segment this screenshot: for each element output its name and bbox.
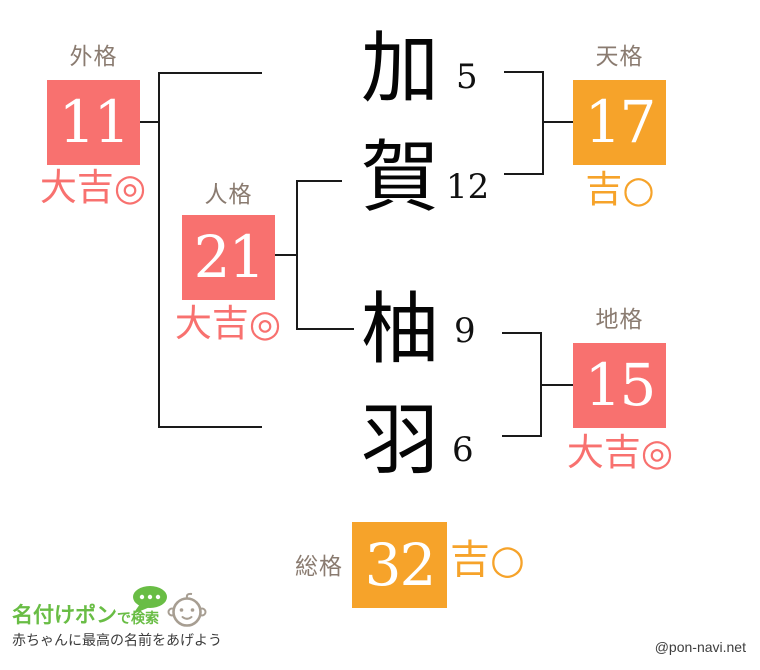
soukaku-label: 総格	[295, 553, 343, 579]
chikaku-label: 地格	[595, 306, 644, 332]
tenkaku-bracket-vertical	[542, 71, 544, 175]
stroke-count-2: 12	[446, 167, 490, 207]
name-char-3: 柚	[360, 285, 439, 375]
tenkaku-result: 吉○	[585, 168, 655, 211]
tenkaku-label: 天格	[595, 43, 644, 69]
chikaku-result: 大吉◎	[566, 431, 674, 474]
stroke-count-3: 9	[454, 311, 476, 351]
logo-suffix: で検索	[117, 610, 159, 626]
soukaku-value-box: 32	[352, 522, 447, 608]
name-char-1: 加	[360, 24, 439, 114]
logo-tagline: 赤ちゃんに最高の名前をあげよう	[12, 632, 222, 648]
stroke-count-1: 5	[456, 57, 478, 97]
name-char-4: 羽	[360, 396, 439, 486]
chikaku-bracket-top	[502, 332, 542, 334]
jinkaku-result: 大吉◎	[174, 302, 282, 345]
baby-icon	[166, 591, 208, 631]
tenkaku-value-box: 17	[573, 80, 666, 165]
gaikaku-value-box: 11	[47, 80, 140, 165]
soukaku-result: 吉○	[450, 537, 525, 583]
gaikaku-bracket-vertical	[158, 72, 160, 428]
stroke-count-4: 6	[452, 430, 474, 470]
site-credit: @pon-navi.net	[654, 639, 746, 655]
chikaku-value-box: 15	[573, 343, 666, 428]
gaikaku-label: 外格	[69, 43, 118, 69]
jinkaku-label: 人格	[204, 181, 253, 207]
jinkaku-stub	[275, 254, 298, 256]
gaikaku-stub	[140, 121, 160, 123]
jinkaku-value-box: 21	[182, 215, 275, 300]
chikaku-bracket-bottom	[502, 435, 542, 437]
gaikaku-result: 大吉◎	[39, 166, 147, 209]
jinkaku-bracket-top	[296, 180, 342, 182]
jinkaku-bracket-bottom	[296, 328, 354, 330]
logo: 名付けポン で検索	[12, 603, 159, 629]
chikaku-stub	[541, 384, 573, 386]
gaikaku-bracket-bottom	[158, 426, 262, 428]
logo-text: 名付けポン	[12, 604, 117, 627]
name-char-2: 賀	[360, 133, 439, 223]
tenkaku-bracket-top	[504, 71, 544, 73]
gaikaku-bracket-top	[158, 72, 262, 74]
tenkaku-bracket-bottom	[504, 173, 544, 175]
speech-bubble-icon	[131, 585, 171, 617]
tenkaku-stub	[542, 121, 573, 123]
